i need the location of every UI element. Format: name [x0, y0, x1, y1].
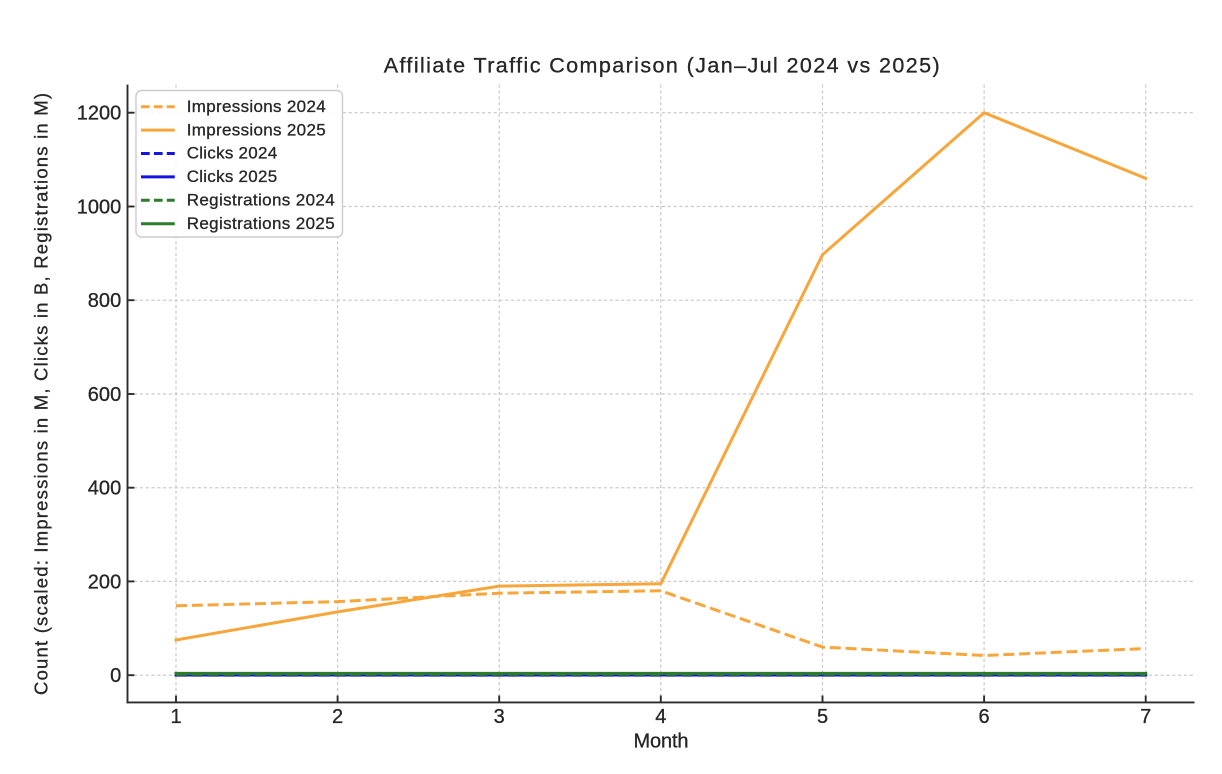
svg-text:400: 400 [88, 478, 122, 500]
svg-text:Count (scaled: Impressions in: Count (scaled: Impressions in M, Clicks … [31, 93, 52, 695]
svg-text:Registrations 2025: Registrations 2025 [187, 214, 335, 233]
svg-text:Month: Month [634, 730, 689, 752]
svg-text:5: 5 [817, 706, 828, 728]
svg-text:4: 4 [655, 706, 666, 728]
svg-text:800: 800 [88, 290, 122, 312]
svg-text:Registrations 2024: Registrations 2024 [187, 191, 335, 210]
svg-text:6: 6 [979, 706, 990, 728]
svg-text:Affiliate Traffic Comparison (: Affiliate Traffic Comparison (Jan–Jul 20… [384, 53, 940, 77]
svg-text:Impressions 2024: Impressions 2024 [187, 97, 326, 116]
svg-text:Clicks 2025: Clicks 2025 [187, 167, 278, 186]
svg-text:600: 600 [88, 384, 122, 406]
svg-text:1000: 1000 [77, 197, 122, 219]
svg-text:Impressions 2025: Impressions 2025 [187, 120, 326, 139]
svg-text:1: 1 [170, 706, 181, 728]
svg-text:2: 2 [332, 706, 343, 728]
svg-text:0: 0 [110, 665, 121, 687]
svg-text:200: 200 [88, 571, 122, 593]
svg-text:Clicks 2024: Clicks 2024 [187, 144, 278, 163]
svg-text:7: 7 [1140, 706, 1151, 728]
svg-text:3: 3 [494, 706, 505, 728]
svg-text:1200: 1200 [77, 103, 122, 125]
